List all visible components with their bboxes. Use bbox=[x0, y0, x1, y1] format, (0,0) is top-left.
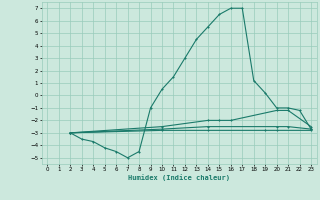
X-axis label: Humidex (Indice chaleur): Humidex (Indice chaleur) bbox=[128, 174, 230, 181]
